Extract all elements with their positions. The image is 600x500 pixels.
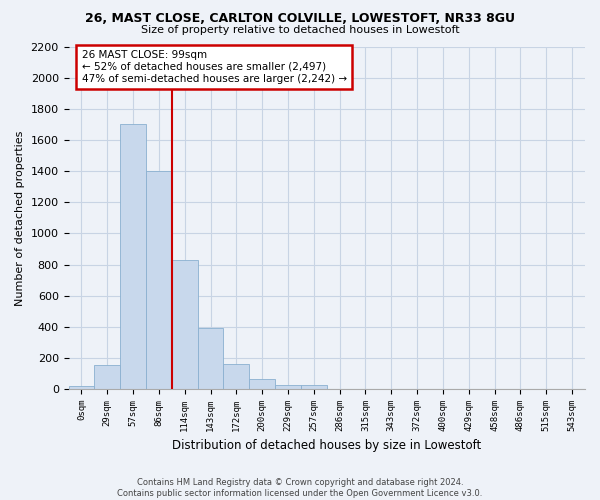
Bar xyxy=(249,379,275,389)
Text: 26, MAST CLOSE, CARLTON COLVILLE, LOWESTOFT, NR33 8GU: 26, MAST CLOSE, CARLTON COLVILLE, LOWEST… xyxy=(85,12,515,26)
Bar xyxy=(223,364,249,389)
Bar xyxy=(301,384,327,389)
Bar xyxy=(275,384,301,389)
Text: Size of property relative to detached houses in Lowestoft: Size of property relative to detached ho… xyxy=(140,25,460,35)
X-axis label: Distribution of detached houses by size in Lowestoft: Distribution of detached houses by size … xyxy=(172,440,481,452)
Bar xyxy=(68,386,94,389)
Bar xyxy=(146,171,172,389)
Bar xyxy=(197,328,223,389)
Text: Contains HM Land Registry data © Crown copyright and database right 2024.
Contai: Contains HM Land Registry data © Crown c… xyxy=(118,478,482,498)
Bar xyxy=(120,124,146,389)
Bar xyxy=(94,365,120,389)
Bar xyxy=(172,260,197,389)
Text: 26 MAST CLOSE: 99sqm
← 52% of detached houses are smaller (2,497)
47% of semi-de: 26 MAST CLOSE: 99sqm ← 52% of detached h… xyxy=(82,50,347,84)
Y-axis label: Number of detached properties: Number of detached properties xyxy=(15,130,25,306)
